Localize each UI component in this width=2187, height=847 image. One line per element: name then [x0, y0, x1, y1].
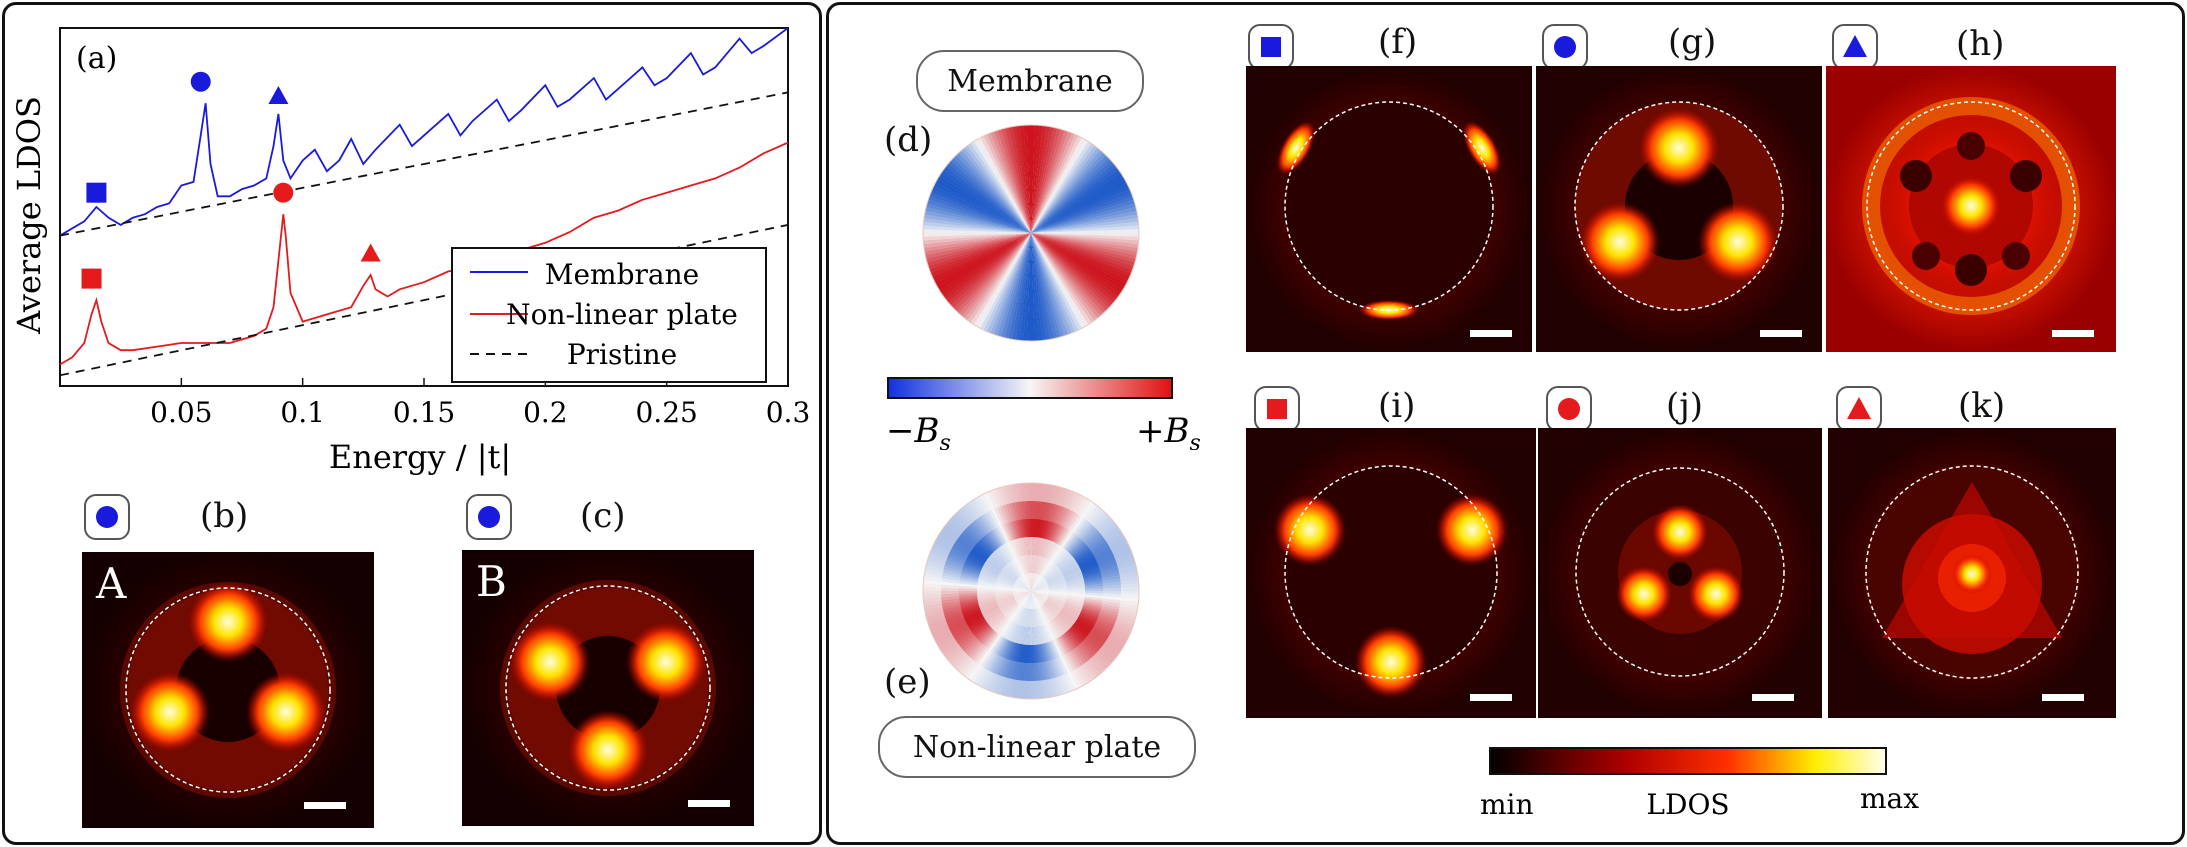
panel-k-label: (k) — [1958, 386, 2006, 426]
x-tick-label-2: 0.15 — [393, 396, 455, 429]
panel-c-label: (c) — [580, 496, 626, 536]
panel-b-corner: A — [95, 559, 127, 608]
plate-circle-badge-j — [1546, 386, 1592, 432]
panel-d-label: (d) — [884, 120, 933, 160]
bs-max-label: +B — [1136, 411, 1189, 450]
x-tick-label-1: 0.1 — [280, 396, 325, 429]
strain-colorbar: −Bs +Bs — [886, 377, 1201, 450]
ldos-map-k — [1828, 428, 2116, 718]
panel-i-label: (i) — [1378, 386, 1416, 426]
ldos-map-g — [1536, 66, 1822, 352]
ldos-map-c: B — [462, 550, 754, 826]
membrane-square-badge-f — [1248, 24, 1294, 70]
marker-square-0 — [86, 182, 107, 203]
marker-circle-1 — [190, 71, 211, 92]
strain-field-membrane — [922, 124, 1140, 342]
svg-text:+Bs: +Bs — [1136, 411, 1201, 450]
panel-a-label: (a) — [76, 41, 117, 76]
bs-max-sub: s — [1189, 431, 1200, 450]
membrane-circle-badge-b — [84, 494, 130, 540]
bs-min-label: −B — [886, 411, 939, 450]
membrane-title: Membrane — [916, 50, 1144, 112]
panel-g-label: (g) — [1668, 22, 1717, 62]
panel-j-label: (j) — [1666, 386, 1704, 426]
plate-triangle-badge-k — [1836, 386, 1882, 432]
legend-plate: Non-linear plate — [506, 298, 738, 331]
marker-triangle-2 — [268, 86, 289, 105]
marker-circle-4 — [273, 182, 294, 203]
x-tick-label-3: 0.2 — [523, 396, 568, 429]
series-line-1 — [60, 141, 788, 366]
panel-b-label: (b) — [200, 496, 249, 536]
bs-min-sub: s — [939, 431, 950, 450]
plate-square-badge-i — [1254, 386, 1300, 432]
series-line-3 — [60, 224, 788, 377]
ldos-min-label: min — [1480, 788, 1534, 820]
plate-title: Non-linear plate — [878, 716, 1196, 778]
ldos-map-i — [1246, 428, 1536, 718]
strain-field-plate — [922, 482, 1140, 700]
membrane-triangle-badge-h — [1832, 24, 1878, 70]
series-line-2 — [60, 91, 788, 237]
panel-e-label: (e) — [884, 662, 931, 702]
x-axis-label: Energy / |t| — [329, 438, 511, 476]
ldos-map-h — [1826, 66, 2116, 352]
membrane-circle-badge-c — [466, 494, 512, 540]
panel-h-label: (h) — [1956, 24, 2005, 64]
marker-triangle-5 — [360, 243, 381, 262]
x-tick-label-0: 0.05 — [150, 396, 212, 429]
svg-text:−Bs: −Bs — [886, 411, 951, 450]
legend: Membrane Non-linear plate Pristine — [451, 247, 767, 383]
ldos-center-label: LDOS — [1646, 788, 1729, 820]
x-tick-label-4: 0.25 — [635, 396, 697, 429]
legend-membrane: Membrane — [545, 258, 699, 291]
ldos-map-f — [1246, 66, 1532, 352]
y-axis-label: Average LDOS — [10, 96, 48, 335]
membrane-circle-badge-g — [1542, 24, 1588, 70]
ldos-map-j — [1538, 428, 1822, 718]
ldos-max-label: max — [1860, 782, 1919, 815]
ldos-colorbar: min LDOS max — [1480, 747, 1919, 820]
legend-pristine: Pristine — [567, 338, 677, 371]
panel-f-label: (f) — [1378, 22, 1418, 62]
marker-square-3 — [81, 268, 102, 289]
chart-a: 0.05 0.1 0.15 0.2 0.25 0.3 (a) Average LDOS E… — [10, 27, 811, 476]
x-tick-label-5: 0.3 — [766, 396, 811, 429]
panel-c-corner: B — [476, 557, 507, 606]
series-line-0 — [60, 28, 788, 237]
ldos-map-b: A — [82, 552, 374, 828]
